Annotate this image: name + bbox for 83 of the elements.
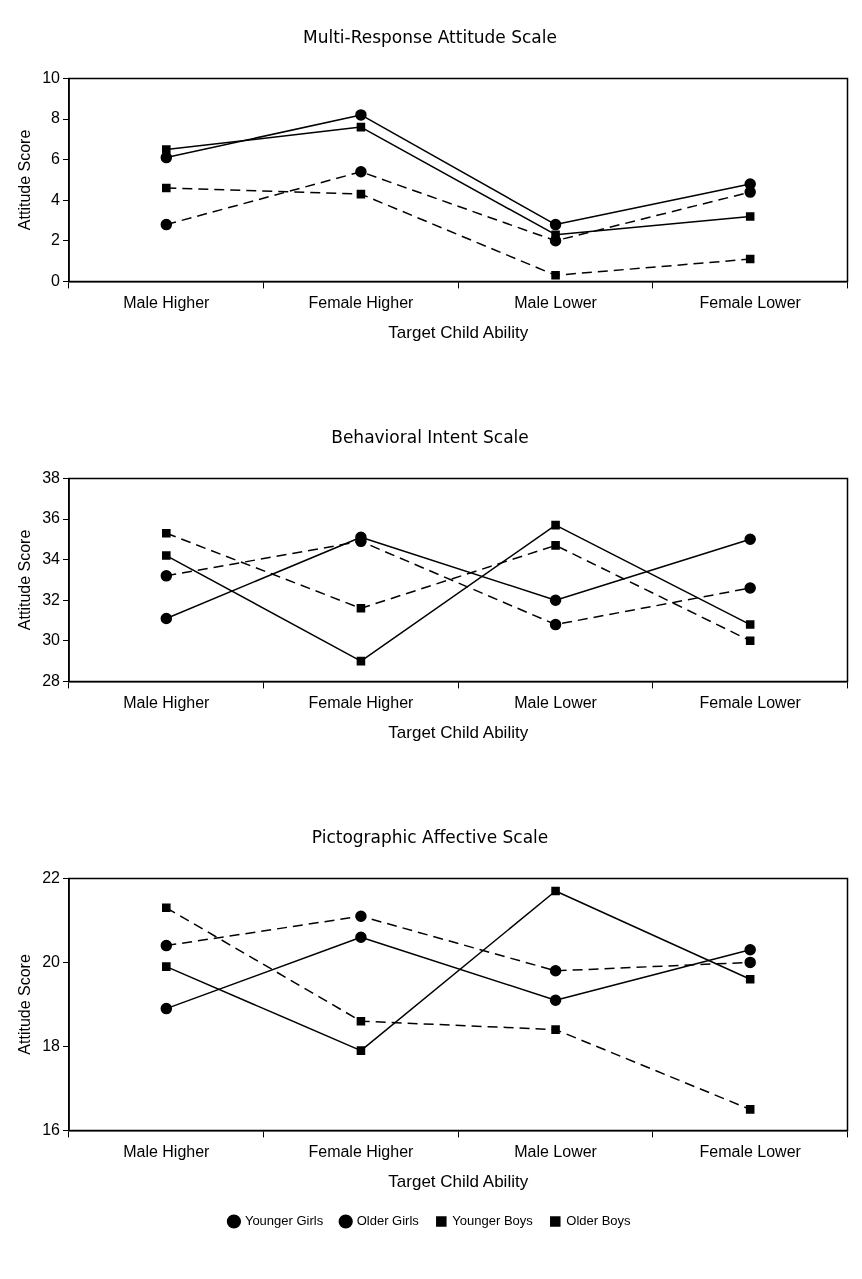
point <box>356 1016 366 1026</box>
point <box>744 582 756 594</box>
point <box>162 528 171 538</box>
point <box>744 956 756 969</box>
point <box>355 166 367 178</box>
x-tick-label: Female Higher <box>308 1143 415 1161</box>
point <box>549 618 562 631</box>
point <box>745 974 755 984</box>
x-tick-label: Female Lower <box>699 1143 802 1161</box>
y-axis-title: Attitude Score <box>16 529 34 631</box>
point <box>549 594 562 606</box>
y-tick-label: 38 <box>42 468 61 486</box>
x-tick-label: Male Lower <box>514 1143 598 1161</box>
y-tick-label: 22 <box>42 868 61 886</box>
y-tick-label: 34 <box>42 550 61 568</box>
point <box>356 1046 366 1055</box>
y-tick-label: 28 <box>42 671 61 689</box>
point <box>160 218 173 231</box>
point <box>356 604 366 613</box>
legend-label: Older Girls <box>356 1213 420 1229</box>
y-tick-label: 18 <box>42 1036 61 1054</box>
point <box>356 656 366 666</box>
y-tick-label: 2 <box>51 231 61 249</box>
x-tick-label: Female Higher <box>308 694 415 712</box>
point <box>745 1105 755 1114</box>
point <box>745 254 755 264</box>
legend-label: Older Boys <box>566 1213 632 1229</box>
y-tick-label: 36 <box>42 509 61 527</box>
point <box>745 620 755 629</box>
x-tick-label: Male Higher <box>123 294 211 312</box>
point <box>551 520 560 530</box>
point <box>744 533 756 546</box>
x-axis-title: Target Child Ability <box>388 323 529 343</box>
point <box>356 122 366 132</box>
y-tick-label: 10 <box>42 68 61 86</box>
x-axis-title: Target Child Ability <box>388 1172 529 1192</box>
legend-label: Younger Boys <box>452 1213 534 1229</box>
y-axis-title: Attitude Score <box>16 129 34 231</box>
point <box>160 939 173 952</box>
x-axis-title: Target Child Ability <box>388 723 529 743</box>
y-tick-label: 30 <box>42 631 61 649</box>
y-tick-label: 8 <box>51 109 61 127</box>
point <box>160 612 173 625</box>
y-tick-label: 20 <box>42 952 61 970</box>
point <box>162 903 171 913</box>
point <box>551 886 560 896</box>
y-axis-title: Attitude Score <box>16 954 34 1055</box>
point <box>160 570 173 582</box>
point <box>355 931 367 943</box>
point <box>551 541 560 550</box>
x-tick-label: Female Higher <box>308 294 415 312</box>
chart-title: Behavioral Intent Scale <box>331 426 529 447</box>
point <box>356 189 366 199</box>
point <box>162 145 171 154</box>
y-tick-label: 6 <box>51 150 61 168</box>
y-tick-label: 4 <box>51 190 61 208</box>
point <box>551 1025 560 1034</box>
point <box>162 183 171 193</box>
x-tick-label: Male Higher <box>123 694 211 712</box>
chart-title: Multi-Response Attitude Scale <box>303 26 557 47</box>
point <box>551 271 560 280</box>
point <box>744 944 756 956</box>
y-tick-label: 16 <box>42 1120 61 1138</box>
point <box>745 212 755 221</box>
point <box>162 551 171 560</box>
point <box>549 965 562 977</box>
point <box>549 218 562 231</box>
chart-title: Pictographic Affective Scale <box>311 826 549 847</box>
point <box>162 962 171 971</box>
x-tick-label: Female Lower <box>699 294 802 312</box>
y-tick-label: 0 <box>51 271 61 289</box>
point <box>355 910 367 922</box>
x-tick-label: Male Lower <box>514 294 598 312</box>
point <box>549 994 562 1006</box>
x-tick-label: Male Higher <box>123 1143 211 1161</box>
x-tick-label: Male Lower <box>514 694 598 712</box>
point <box>160 1002 173 1015</box>
point <box>745 636 755 646</box>
x-tick-label: Female Lower <box>699 694 802 712</box>
point <box>549 235 562 247</box>
legend-label: Younger Girls <box>244 1213 324 1229</box>
y-tick-label: 32 <box>42 590 61 608</box>
point <box>355 109 367 121</box>
